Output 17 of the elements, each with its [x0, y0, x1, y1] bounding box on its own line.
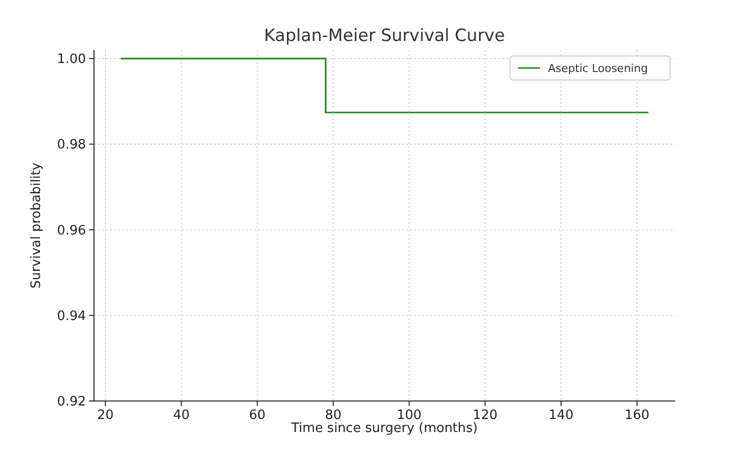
x-tick-label: 60: [249, 408, 266, 423]
y-tick-label: 0.98: [57, 138, 86, 153]
x-tick-label: 40: [173, 408, 190, 423]
x-tick-label: 100: [396, 408, 422, 423]
x-tick-label: 80: [324, 408, 342, 423]
x-axis-title: Time since surgery (months): [290, 421, 478, 436]
x-tick-label: 120: [472, 408, 498, 423]
chart-title: Kaplan-Meier Survival Curve: [264, 26, 505, 46]
y-axis-title: Survival probability: [29, 162, 44, 288]
legend-label: Aseptic Loosening: [548, 62, 648, 75]
y-tick-label: 1.00: [57, 52, 86, 68]
y-tick-label: 0.92: [57, 394, 86, 410]
x-tick-label: 160: [624, 408, 650, 423]
y-tick-label: 0.94: [57, 308, 86, 324]
y-tick-label: 0.96: [57, 223, 86, 238]
x-tick-label: 20: [97, 408, 114, 423]
x-tick-label: 140: [548, 408, 574, 423]
